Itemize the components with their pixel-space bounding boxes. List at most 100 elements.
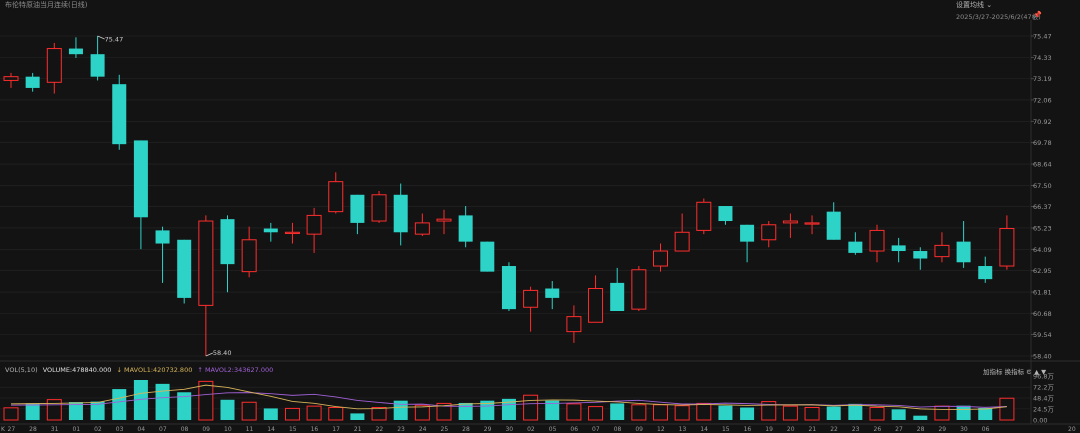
candle-body xyxy=(458,215,473,242)
chevron-down-icon: ⌄ xyxy=(986,1,993,9)
candle-body xyxy=(588,288,604,323)
date-tick-label: 06 xyxy=(982,426,990,433)
candle-body xyxy=(631,269,647,310)
volume-indicator-label[interactable]: VOL(5,10) xyxy=(5,366,38,374)
date-tick-label: 14 xyxy=(700,426,708,433)
max-price-label: 75.47 xyxy=(105,36,124,44)
date-tick-label: 26 xyxy=(874,426,882,433)
candle-body xyxy=(414,222,430,235)
volume-bar xyxy=(90,401,105,420)
volume-bar xyxy=(696,402,712,421)
date-tick-label: 01 xyxy=(72,426,80,433)
volume-legend: VOL(5,10) VOLUME:478840.000 ↓ MAVOL1:420… xyxy=(5,366,276,374)
candle-body xyxy=(263,228,278,233)
arrow-down-icon[interactable]: ▼ xyxy=(1041,368,1047,376)
candle-body xyxy=(848,241,863,253)
date-tick-label: 21 xyxy=(354,426,362,433)
date-tick-label: 05 xyxy=(549,426,557,433)
price-tick-label: 58.40 xyxy=(1033,353,1052,361)
x-axis-left-end: K xyxy=(1,426,6,433)
date-tick-label: 16 xyxy=(311,426,319,433)
volume-bar xyxy=(566,403,582,421)
candle-body xyxy=(46,48,62,83)
date-tick-label: 08 xyxy=(181,426,189,433)
candle-body xyxy=(999,228,1015,267)
date-tick-label: 12 xyxy=(657,426,665,433)
volume-bar xyxy=(220,399,235,420)
candle-body xyxy=(90,54,105,77)
date-tick-label: 04 xyxy=(137,426,145,433)
date-tick-label: 27 xyxy=(895,426,903,433)
mavol1-value: MAVOL1:420732.800 xyxy=(124,366,193,374)
date-tick-label: 27 xyxy=(8,426,16,433)
candle-body xyxy=(566,316,582,333)
volume-bar xyxy=(436,402,452,421)
volume-tick-label: 72.2万 xyxy=(1033,384,1054,392)
volume-bar xyxy=(177,392,192,420)
volume-value: VOLUME:478840.000 xyxy=(42,366,112,374)
max-pointer xyxy=(97,35,105,40)
price-tick-label: 73.19 xyxy=(1033,75,1052,83)
candle-body xyxy=(718,206,733,222)
price-tick-label: 75.47 xyxy=(1033,33,1052,41)
arrow-up-icon[interactable]: ▲ xyxy=(1034,368,1040,376)
volume-bar xyxy=(458,402,473,420)
volume-bar xyxy=(25,403,40,420)
volume-bar xyxy=(978,407,993,420)
mavol2-arrow-icon: ↑ xyxy=(197,366,203,374)
volume-bar xyxy=(68,402,83,420)
volume-bar xyxy=(631,404,647,421)
volume-bar xyxy=(393,400,408,420)
price-tick-label: 65.23 xyxy=(1033,224,1052,232)
pin-icon[interactable]: 📌 xyxy=(1033,11,1042,19)
candle-body xyxy=(761,224,777,241)
candle-body xyxy=(891,245,906,252)
candle-body xyxy=(956,241,971,263)
volume-bar xyxy=(674,405,690,421)
min-price-label: 58.40 xyxy=(213,349,232,357)
candle-body xyxy=(501,266,516,310)
ma-settings-label: 设置均线 xyxy=(956,1,984,9)
min-pointer xyxy=(205,352,213,357)
price-tick-label: 61.81 xyxy=(1033,289,1052,297)
date-tick-label: 28 xyxy=(917,426,925,433)
candle-body xyxy=(826,211,841,240)
volume-bar xyxy=(653,404,668,421)
date-tick-label: 06 xyxy=(570,426,578,433)
indicator-switch-buttons[interactable]: 加指标 换指标 xyxy=(983,368,1025,376)
price-tick-label: 69.78 xyxy=(1033,139,1052,147)
date-tick-label: 07 xyxy=(592,426,600,433)
candle-body xyxy=(653,250,668,267)
volume-bar xyxy=(610,403,625,420)
mavol1-arrow-icon: ↓ xyxy=(116,366,122,374)
price-tick-label: 66.37 xyxy=(1033,203,1052,211)
candle-body xyxy=(934,244,950,258)
volume-bar xyxy=(999,397,1015,421)
date-tick-label: 28 xyxy=(462,426,470,433)
volume-tick-label: 24.5万 xyxy=(1033,405,1054,413)
date-tick-label: 22 xyxy=(830,426,838,433)
volume-bar xyxy=(545,400,560,420)
date-tick-label: 20 xyxy=(787,426,795,433)
date-tick-label: 02 xyxy=(527,426,535,433)
candle-body xyxy=(241,239,257,273)
volume-bar xyxy=(414,404,430,421)
candle-body xyxy=(371,194,387,222)
price-tick-label: 70.92 xyxy=(1033,118,1052,126)
date-tick-label: 15 xyxy=(722,426,730,433)
candle-body xyxy=(545,288,560,298)
volume-bar xyxy=(740,407,755,420)
candle-body xyxy=(740,224,755,242)
gear-icon[interactable]: ⚙ xyxy=(1026,368,1032,376)
mavol2-line xyxy=(10,392,1007,408)
volume-bar xyxy=(3,407,19,421)
ma-settings-button[interactable]: 设置均线 ⌄ xyxy=(956,0,992,10)
candle-body xyxy=(284,231,300,234)
volume-tick-label: 0.00 xyxy=(1033,417,1047,425)
chart-title: 布伦特原油当月连续(日线) xyxy=(5,1,88,9)
date-tick-label: 22 xyxy=(376,426,384,433)
date-tick-label: 24 xyxy=(419,426,427,433)
date-tick-label: 23 xyxy=(852,426,860,433)
volume-bar xyxy=(306,405,322,421)
